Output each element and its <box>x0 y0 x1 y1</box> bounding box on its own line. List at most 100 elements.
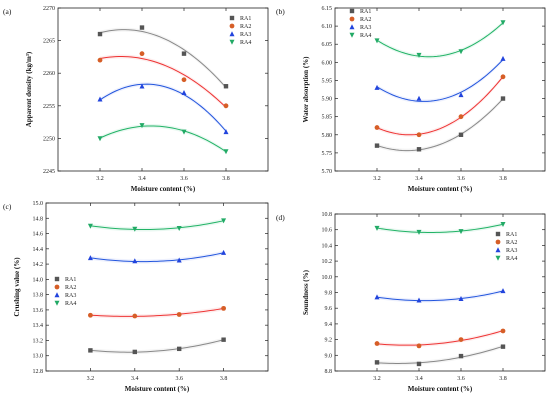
panel-label: (c) <box>3 202 12 211</box>
legend-label-ra1: RA1 <box>360 9 371 15</box>
fit-band-ra2 <box>377 74 503 137</box>
x-tick-label: 3.8 <box>220 376 228 382</box>
fit-line-ra1 <box>99 29 227 88</box>
data-point-ra1-3 <box>458 132 464 137</box>
data-point-ra3-1 <box>374 294 380 300</box>
x-axis-label: Moisture content (%) <box>131 185 196 193</box>
fit-line-group <box>376 22 504 152</box>
fit-band-ra1 <box>100 27 226 90</box>
x-tick-label: 3.2 <box>87 376 95 382</box>
fit-band-ra3 <box>90 250 224 264</box>
data-point-ra3-4 <box>221 249 227 255</box>
data-point-ra1-4 <box>221 337 226 342</box>
data-point-ra4-2 <box>139 123 145 129</box>
y-axis-label: Water absorption (%) <box>302 56 310 123</box>
legend-label-ra2: RA2 <box>240 24 251 30</box>
y-tick-label: 6.10 <box>322 24 333 30</box>
fit-line-ra4 <box>99 125 227 153</box>
data-point-ra4-1 <box>87 223 93 229</box>
x-tick-label: 3.4 <box>415 376 423 382</box>
x-axis-label: Moisture content (%) <box>408 385 473 393</box>
legend-label-ra1: RA1 <box>65 277 76 283</box>
panel-b: 5.70 5.75 5.80 5.85 5.90 5.95 6.00 6.05 6.10 6.15… <box>276 6 546 193</box>
data-point-ra4-1 <box>374 225 380 231</box>
data-point-ra3-4 <box>500 288 506 294</box>
fit-line-ra4 <box>376 22 504 58</box>
y-tick-label: 10.0 <box>322 275 333 281</box>
data-point-ra4-3 <box>458 49 464 55</box>
data-point-ra2-1 <box>88 312 93 318</box>
fit-band-ra4 <box>100 123 226 154</box>
fit-line-ra1 <box>376 98 504 152</box>
data-point-ra1-3 <box>458 353 464 359</box>
legend-marker-ra3 <box>54 292 60 298</box>
data-point-ra1-1 <box>374 360 380 365</box>
fit-line-ra3 <box>376 290 504 302</box>
data-point-ra4-2 <box>132 226 138 232</box>
data-point-ra2-3 <box>176 312 182 317</box>
y-tick-label: 2260 <box>43 71 55 77</box>
fit-band-ra2 <box>377 328 503 348</box>
legend: RA1 RA2 RA3 RA4 <box>495 231 517 262</box>
y-tick-label: 13.4 <box>33 323 44 329</box>
plot-frame <box>334 7 546 172</box>
legend-marker-ra2 <box>229 23 235 29</box>
data-point-ra3-1 <box>374 84 380 90</box>
data-point-ra1-4 <box>500 344 506 349</box>
data-point-ra1-2 <box>416 361 422 367</box>
data-point-ra4-4 <box>500 20 506 26</box>
x-tick-label: 3.8 <box>222 176 230 182</box>
x-tick-label: 3.6 <box>175 376 183 382</box>
data-point-ra3-3 <box>458 92 464 98</box>
data-point-ra1-4 <box>500 96 506 101</box>
x-tick-label: 3.6 <box>180 176 188 182</box>
data-point-ra1-2 <box>416 147 422 152</box>
legend-label-ra3: RA3 <box>240 32 251 38</box>
y-tick-label: 9.8 <box>325 291 333 297</box>
data-point-ra1-2 <box>132 349 137 355</box>
legend-label-ra2: RA2 <box>360 17 371 23</box>
data-point-ra2-1 <box>97 57 103 63</box>
y-tick-label: 6.15 <box>322 6 333 12</box>
data-point-ra2-2 <box>139 51 145 57</box>
data-point-ra4-4 <box>500 222 506 228</box>
x-tick-label: 3.6 <box>457 376 465 382</box>
data-point-ra3-1 <box>87 255 93 261</box>
x-tick-label: 3.4 <box>138 176 146 182</box>
legend-label-ra4: RA4 <box>360 33 371 39</box>
y-tick-label: 14.0 <box>33 277 44 283</box>
data-point-ra2-2 <box>132 313 138 319</box>
legend: RA1 RA2 RA3 RA4 <box>349 8 371 39</box>
data-point-ra3-2 <box>139 83 145 89</box>
data-point-ra2-3 <box>181 77 187 83</box>
y-tick-label: 10.6 <box>322 228 333 234</box>
y-tick-label: 12.8 <box>33 369 44 375</box>
data-point-ra4-3 <box>181 129 187 135</box>
y-tick-label: 14.4 <box>33 247 44 253</box>
fit-line-ra2 <box>99 55 227 108</box>
y-axis-label: Apparent density (kg/m³) <box>25 51 33 127</box>
fit-line-ra2 <box>376 76 504 136</box>
legend-label-ra3: RA3 <box>65 293 76 299</box>
y-tick-label: 2250 <box>43 136 55 142</box>
legend-label-ra1: RA1 <box>506 232 517 238</box>
fit-line-ra3 <box>99 83 227 132</box>
data-point-ra2-4 <box>500 74 506 80</box>
y-axis-label: Soundness (%) <box>302 269 310 315</box>
data-point-ra2-4 <box>500 328 506 334</box>
data-point-ra1-3 <box>181 51 187 56</box>
y-tick-label: 14.2 <box>33 262 44 268</box>
fit-band-ra3 <box>100 82 226 134</box>
data-point-ra2-3 <box>458 337 464 342</box>
y-tick-label: 8.8 <box>325 369 333 375</box>
data-point-ra3-3 <box>458 295 464 301</box>
legend-marker-ra4 <box>54 300 60 306</box>
fit-line-ra2 <box>376 330 504 346</box>
legend-marker-ra3 <box>495 247 501 253</box>
legend-marker-ra1 <box>495 231 501 237</box>
data-point-ra1-3 <box>177 346 182 352</box>
legend-marker-ra3 <box>349 24 355 30</box>
fit-band-group <box>100 27 226 154</box>
panel-label: (b) <box>276 7 285 16</box>
legend-marker-ra4 <box>349 32 355 38</box>
